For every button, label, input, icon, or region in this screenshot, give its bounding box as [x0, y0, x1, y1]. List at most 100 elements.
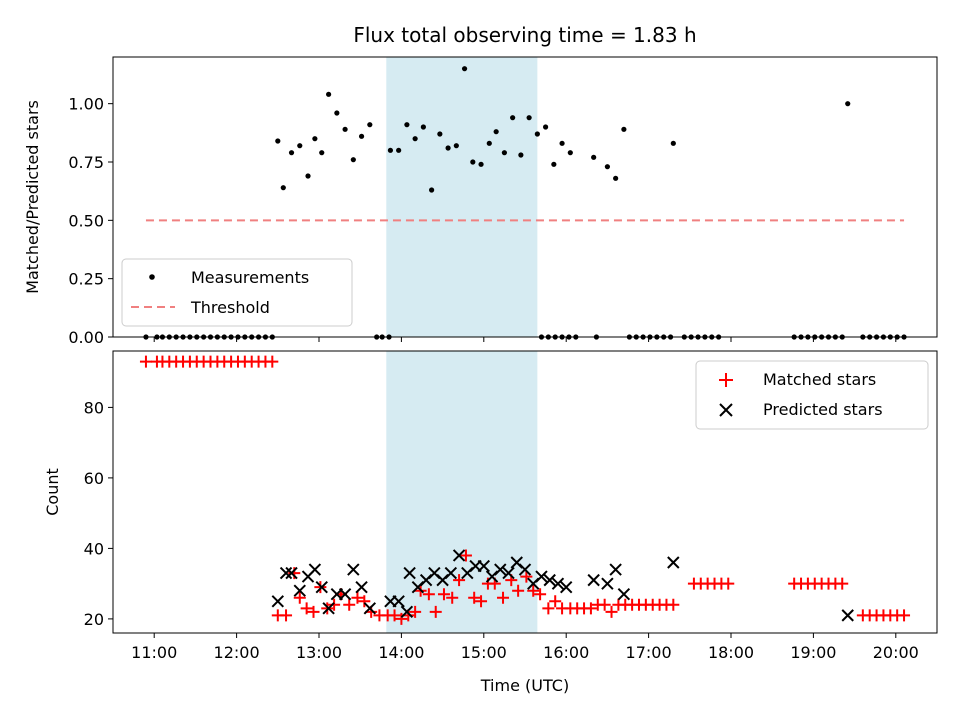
predicted-star-point: [609, 563, 622, 576]
measurement-point: [420, 124, 426, 130]
measurement-point: [445, 145, 451, 151]
matched-star-point: [527, 584, 540, 597]
predicted-star-point: [502, 566, 515, 580]
legend-predicted-label: Predicted stars: [763, 400, 883, 419]
x-tick-label: 11:00: [131, 643, 177, 662]
predicted-star-point: [347, 563, 360, 576]
bottom-legend: Matched stars Predicted stars: [695, 360, 929, 430]
top-highlight-span: [386, 57, 538, 337]
measurement-point: [845, 101, 851, 107]
matched-star-point: [300, 602, 313, 615]
predicted-star-point: [559, 580, 573, 594]
matched-star-point: [598, 598, 611, 611]
legend-predicted-marker: [719, 403, 733, 417]
x-tick-label: 18:00: [708, 643, 754, 662]
predicted-star-point: [535, 570, 548, 583]
predicted-star-point: [363, 602, 377, 615]
y-tick-label: 1.00: [68, 95, 104, 114]
legend-matched-marker: [719, 373, 733, 387]
measurement-point: [350, 157, 356, 163]
measurement-point: [478, 161, 484, 167]
measurement-point: [621, 126, 627, 132]
matched-star-point: [549, 595, 562, 608]
measurement-point: [326, 91, 332, 97]
predicted-star-point: [285, 566, 298, 580]
measurement-point: [461, 66, 468, 72]
measurement-point: [312, 136, 318, 142]
measurement-point: [551, 161, 557, 167]
measurement-point: [534, 131, 540, 137]
predicted-star-point: [308, 563, 322, 576]
measurement-point: [591, 154, 597, 160]
matched-star-point: [468, 591, 481, 604]
y-tick-label: 0.75: [68, 153, 104, 172]
measurement-point: [288, 150, 295, 156]
matched-star-point: [409, 605, 422, 618]
measurement-point: [367, 122, 373, 128]
predicted-star-point: [667, 556, 680, 569]
matched-star-point: [584, 602, 597, 615]
predicted-star-point: [518, 563, 532, 576]
y-tick-label: 0.50: [68, 211, 104, 230]
matched-star-point: [475, 595, 488, 608]
matched-star-point: [437, 588, 450, 601]
x-tick-label: 13:00: [296, 643, 342, 662]
matched-star-point: [358, 595, 371, 608]
x-tick-label: 17:00: [626, 643, 672, 662]
measurement-point: [493, 129, 499, 135]
top-y-axis: 0.00 0.25 0.50 0.75 1.00: [68, 95, 113, 347]
matched-star-point: [534, 588, 547, 601]
matched-star-point: [898, 609, 911, 622]
x-tick-label: 14:00: [378, 643, 424, 662]
measurement-point: [280, 185, 286, 191]
matched-star-point: [429, 605, 442, 618]
predicted-star-point: [338, 588, 352, 601]
bottom-y-axis: 20 40 60 80: [84, 398, 113, 629]
matched-star-point: [836, 577, 849, 590]
matched-star-point: [422, 588, 435, 601]
matched-star-point: [139, 355, 152, 368]
y-tick-label: 60: [84, 469, 104, 488]
predicted-star-point: [551, 577, 565, 590]
predicted-star-point: [271, 595, 285, 608]
y-tick-label: 0.25: [68, 270, 104, 289]
measurement-point: [358, 133, 365, 139]
matched-star-point: [605, 605, 618, 618]
predicted-star-point: [392, 595, 405, 608]
measurement-point: [501, 150, 507, 156]
measurement-point: [275, 138, 281, 144]
matched-star-point: [453, 574, 466, 587]
predicted-star-point: [543, 573, 556, 587]
y-tick-label: 80: [84, 398, 104, 417]
measurement-point: [453, 143, 459, 149]
matched-star-point: [459, 549, 472, 562]
predicted-star-point: [322, 602, 335, 615]
measurement-point: [567, 150, 573, 156]
predicted-star-point: [444, 566, 458, 580]
measurement-point: [518, 152, 524, 158]
measurement-point: [429, 187, 435, 193]
matched-star-point: [722, 577, 735, 590]
measurement-point: [437, 131, 443, 137]
measurement-point: [334, 110, 340, 116]
measurement-point: [342, 126, 348, 132]
measurement-point: [412, 136, 418, 142]
top-y-axis-label: Matched/Predicted stars: [23, 100, 42, 294]
legend-threshold-label: Threshold: [190, 298, 270, 317]
x-axis-label: Time (UTC): [480, 676, 569, 695]
matched-star-point: [328, 598, 341, 611]
x-tick-label: 15:00: [461, 643, 507, 662]
matched-star-point: [293, 591, 306, 604]
measurement-point: [387, 147, 394, 153]
measurement-point: [297, 143, 303, 149]
measurement-point: [559, 140, 565, 146]
measurement-point: [613, 175, 619, 181]
x-tick-label: 12:00: [214, 643, 260, 662]
measurement-point: [604, 164, 611, 170]
measurement-point: [670, 140, 676, 146]
measurement-point: [396, 147, 402, 153]
top-legend-box: [121, 258, 353, 327]
matched-star-point: [520, 570, 533, 583]
